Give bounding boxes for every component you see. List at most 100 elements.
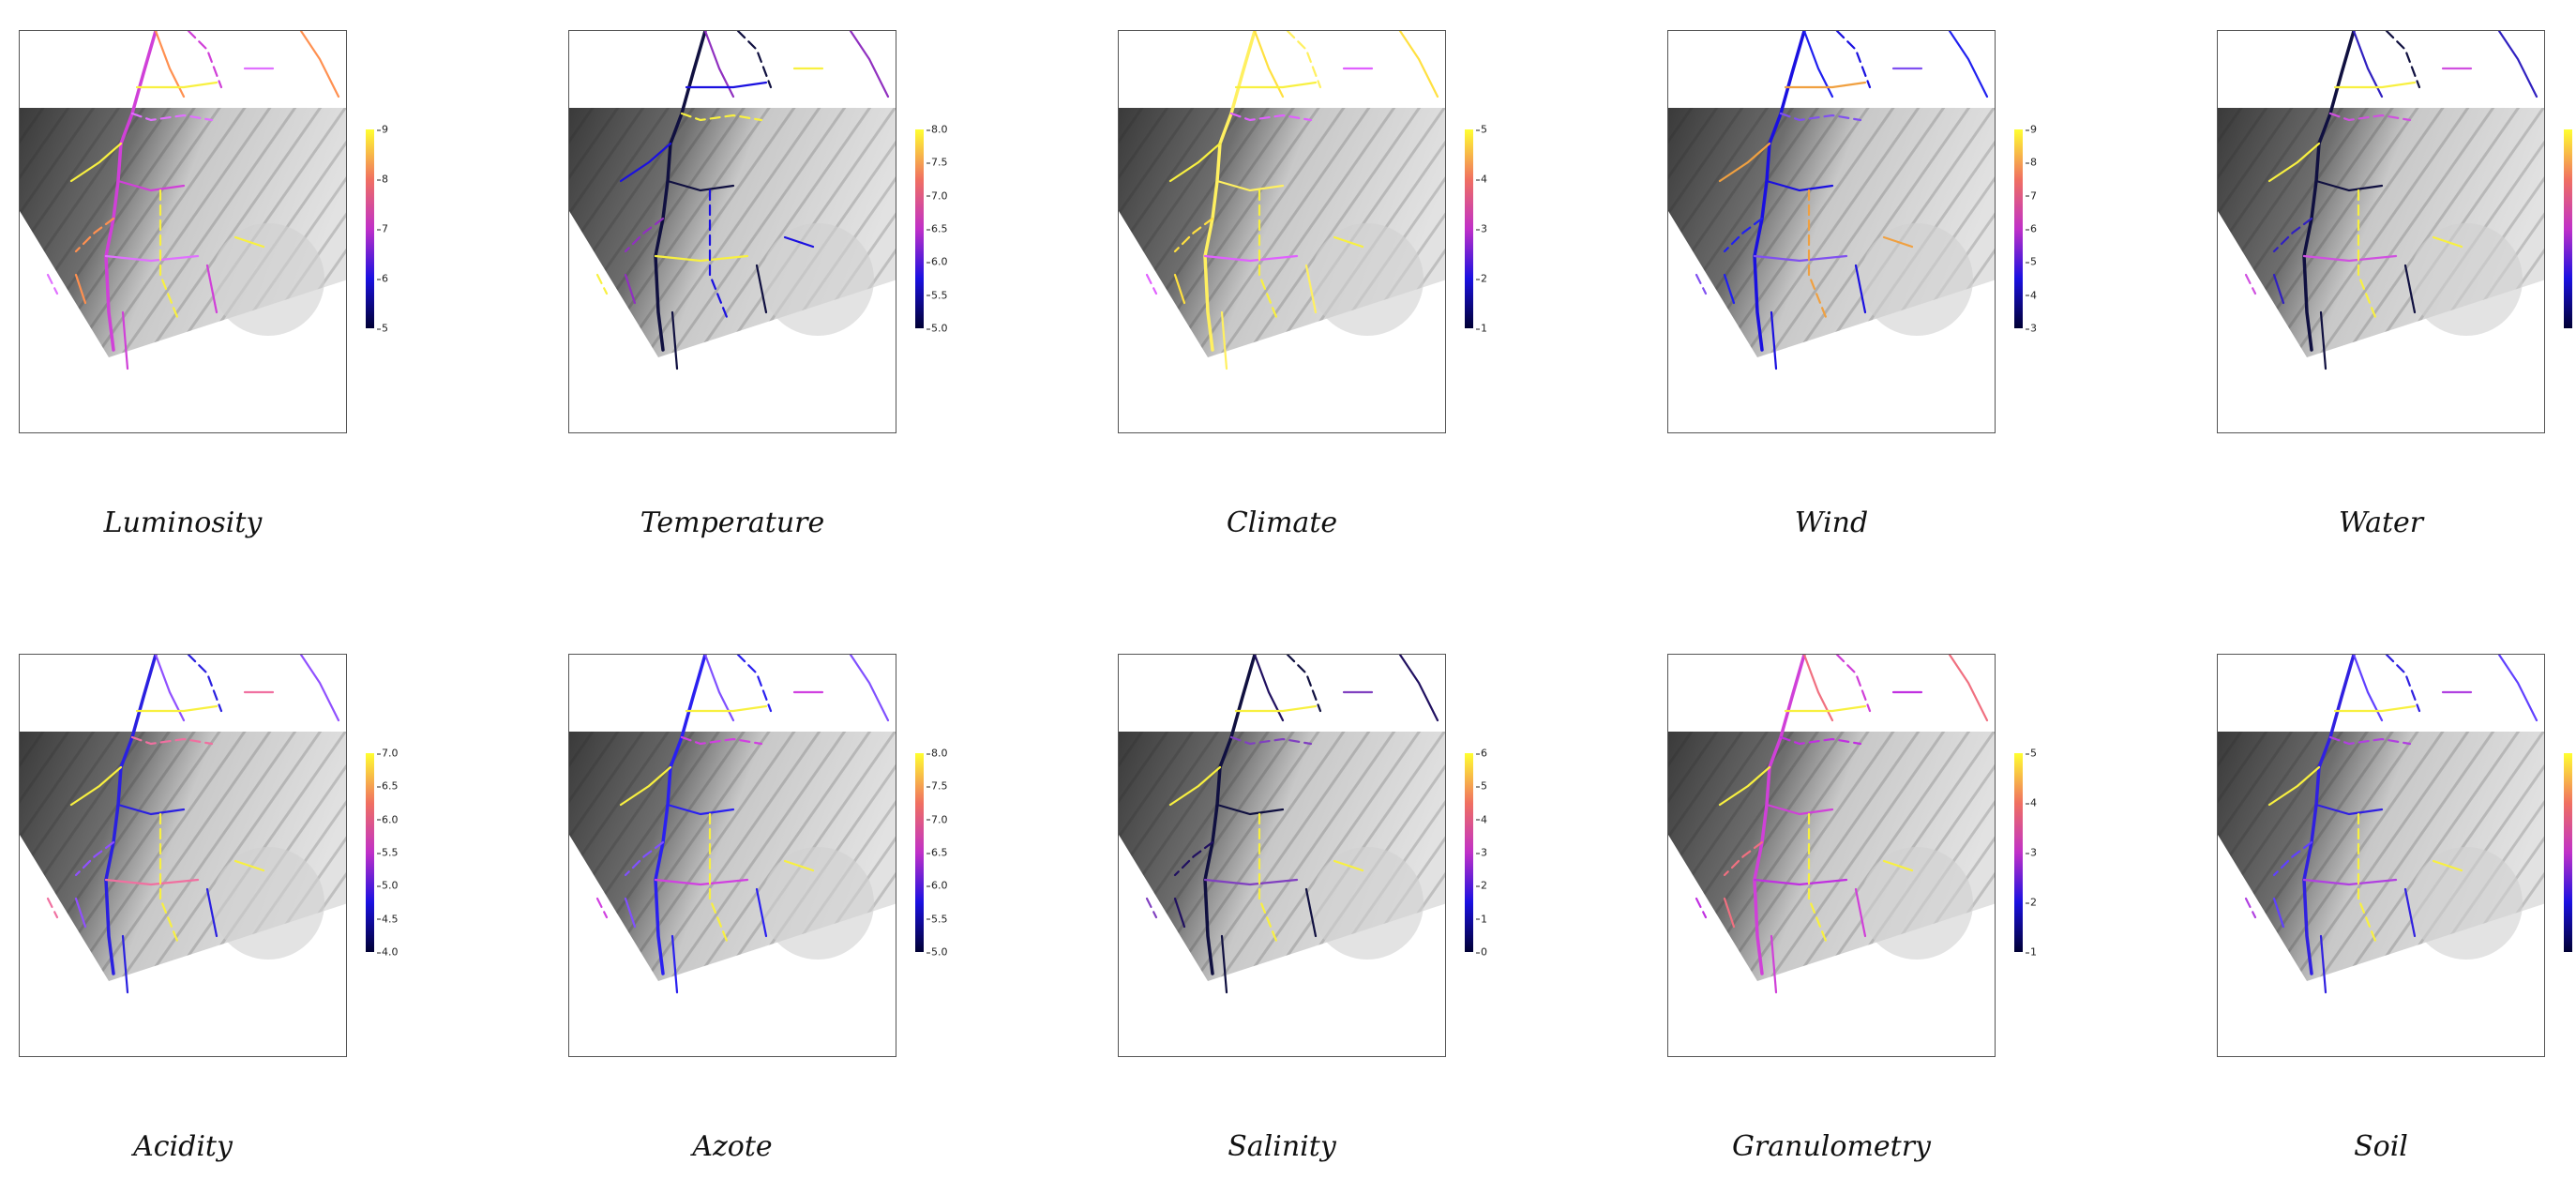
stream-segment bbox=[1215, 179, 1285, 192]
colorbar-tick-label: 7.0 bbox=[377, 748, 399, 760]
map-frame bbox=[1118, 30, 1446, 433]
stream-segment bbox=[619, 142, 672, 183]
map-frame bbox=[19, 30, 347, 433]
colorbar-tick-label: 2 bbox=[1476, 273, 1487, 285]
colorbar-tick-label: 8.0 bbox=[926, 124, 948, 136]
colorbar-ticks: 7.0 6.5 6.0 5.5 5.0 4.5 4.0 bbox=[377, 748, 407, 959]
stream-segment bbox=[708, 812, 731, 947]
colorbar-tick-label: 3 bbox=[2026, 323, 2037, 335]
hillshade-map bbox=[20, 655, 346, 994]
stream-segment bbox=[74, 273, 87, 305]
stream-segment bbox=[158, 812, 181, 947]
colorbar: 8.0 7.5 7.0 6.5 6.0 5.5 5.0 bbox=[915, 124, 972, 335]
stream-segment bbox=[1948, 31, 1989, 98]
colorbar-ramp bbox=[1465, 753, 1473, 952]
stream-segment bbox=[624, 840, 665, 877]
colorbar-tick-label: 1 bbox=[2026, 946, 2037, 959]
stream-segment bbox=[74, 897, 87, 929]
stream-segment bbox=[2302, 254, 2398, 263]
stream-segment bbox=[1234, 704, 1318, 713]
stream-segment bbox=[233, 235, 265, 249]
stream-segment bbox=[1718, 765, 1771, 807]
colorbar-tick-label: 3 bbox=[2026, 847, 2037, 859]
stream-segment bbox=[2333, 81, 2417, 89]
colorbar-tick-label: 5.5 bbox=[926, 913, 948, 925]
stream-segment bbox=[1854, 887, 1867, 938]
stream-segment bbox=[74, 840, 115, 877]
stream-segment bbox=[1168, 142, 1222, 183]
stream-segment bbox=[1173, 897, 1186, 929]
colorbar-tick-label: 5.5 bbox=[926, 289, 948, 301]
colorbar-tick-label: 7 bbox=[377, 223, 388, 235]
colorbar-tick-label: 6.5 bbox=[926, 847, 948, 859]
stream-segment bbox=[74, 217, 115, 253]
stream-segment bbox=[187, 655, 223, 713]
hillshade-map bbox=[1668, 655, 1995, 994]
colorbar-ramp bbox=[366, 753, 374, 952]
stream-segment bbox=[2272, 217, 2313, 253]
stream-segment bbox=[1173, 273, 1186, 305]
stream-segment bbox=[205, 887, 218, 938]
stream-segment bbox=[299, 31, 340, 98]
panel-caption: Water bbox=[2338, 506, 2424, 539]
stream-segment bbox=[1882, 235, 1914, 249]
panel-caption: Salinity bbox=[1228, 1130, 1336, 1163]
stream-segment bbox=[1835, 655, 1872, 713]
stream-segment bbox=[624, 897, 637, 929]
stream-segment bbox=[1258, 189, 1280, 324]
colorbar-ramp bbox=[1465, 129, 1473, 328]
stream-segment bbox=[619, 765, 672, 807]
colorbar-tick-label: 6.0 bbox=[926, 256, 948, 268]
stream-segment bbox=[1770, 934, 1778, 994]
colorbar-ticks: 9 8 7 6 5 bbox=[377, 124, 407, 335]
stream-segment bbox=[1145, 897, 1158, 919]
colorbar-tick-label: 6 bbox=[1476, 748, 1487, 760]
stream-segment bbox=[1784, 81, 1867, 89]
colorbar-ticks: 9 8 7 6 5 4 3 bbox=[2026, 124, 2056, 335]
stream-segment bbox=[1807, 812, 1830, 947]
colorbar-tick-label: 7.5 bbox=[926, 780, 948, 793]
colorbar-tick-label: 5 bbox=[1476, 780, 1487, 793]
hillshade-map bbox=[569, 655, 896, 994]
stream-segment bbox=[654, 254, 749, 263]
stream-segment bbox=[2272, 273, 2285, 305]
stream-segment bbox=[1695, 273, 1708, 295]
stream-segment bbox=[1723, 273, 1736, 305]
colorbar-ticks: 5 4 3 2 1 bbox=[2026, 748, 2056, 959]
stream-segment bbox=[2497, 655, 2538, 722]
colorbar: 5 4 3 2 1 bbox=[1465, 124, 1521, 335]
colorbar-ticks: 5 4 3 2 1 bbox=[1476, 124, 1506, 335]
stream-segment bbox=[2244, 273, 2257, 295]
stream-segment bbox=[1753, 254, 1848, 263]
stream-segment bbox=[1215, 803, 1285, 816]
stream-segment bbox=[158, 189, 181, 324]
stream-segment bbox=[685, 81, 768, 89]
map-panel-granulometry: 5 4 3 2 1 Granulometry bbox=[1667, 654, 2155, 1179]
stream-segment bbox=[1220, 310, 1228, 370]
stream-segment bbox=[1882, 859, 1914, 872]
colorbar bbox=[2564, 753, 2576, 952]
stream-segment bbox=[755, 264, 768, 314]
stream-segment bbox=[1948, 655, 1989, 722]
colorbar-tick-label: 7.0 bbox=[926, 189, 948, 202]
stream-segment bbox=[104, 878, 200, 886]
panel-caption: Luminosity bbox=[103, 506, 263, 539]
stream-segment bbox=[783, 859, 815, 872]
stream-segment bbox=[121, 310, 129, 370]
stream-segment bbox=[1753, 878, 1848, 886]
stream-segment bbox=[1835, 31, 1872, 89]
colorbar-tick-label: 4 bbox=[2026, 797, 2037, 809]
colorbar-tick-label: 3 bbox=[1476, 223, 1487, 235]
stream-segment bbox=[1173, 217, 1214, 253]
colorbar: 6 5 4 3 2 1 0 bbox=[1465, 748, 1521, 959]
stream-segment bbox=[69, 142, 123, 183]
stream-segment bbox=[1333, 235, 1364, 249]
colorbar: 5 4 3 2 1 bbox=[2014, 748, 2071, 959]
colorbar-tick-label: 4 bbox=[2026, 289, 2037, 301]
colorbar-tick-label: 6.0 bbox=[377, 813, 399, 825]
stream-segment bbox=[187, 31, 223, 89]
colorbar-tick-label: 0 bbox=[1476, 946, 1487, 959]
colorbar-ramp bbox=[2564, 753, 2572, 952]
map-panel-climate: 5 4 3 2 1 Climate bbox=[1118, 30, 1605, 555]
